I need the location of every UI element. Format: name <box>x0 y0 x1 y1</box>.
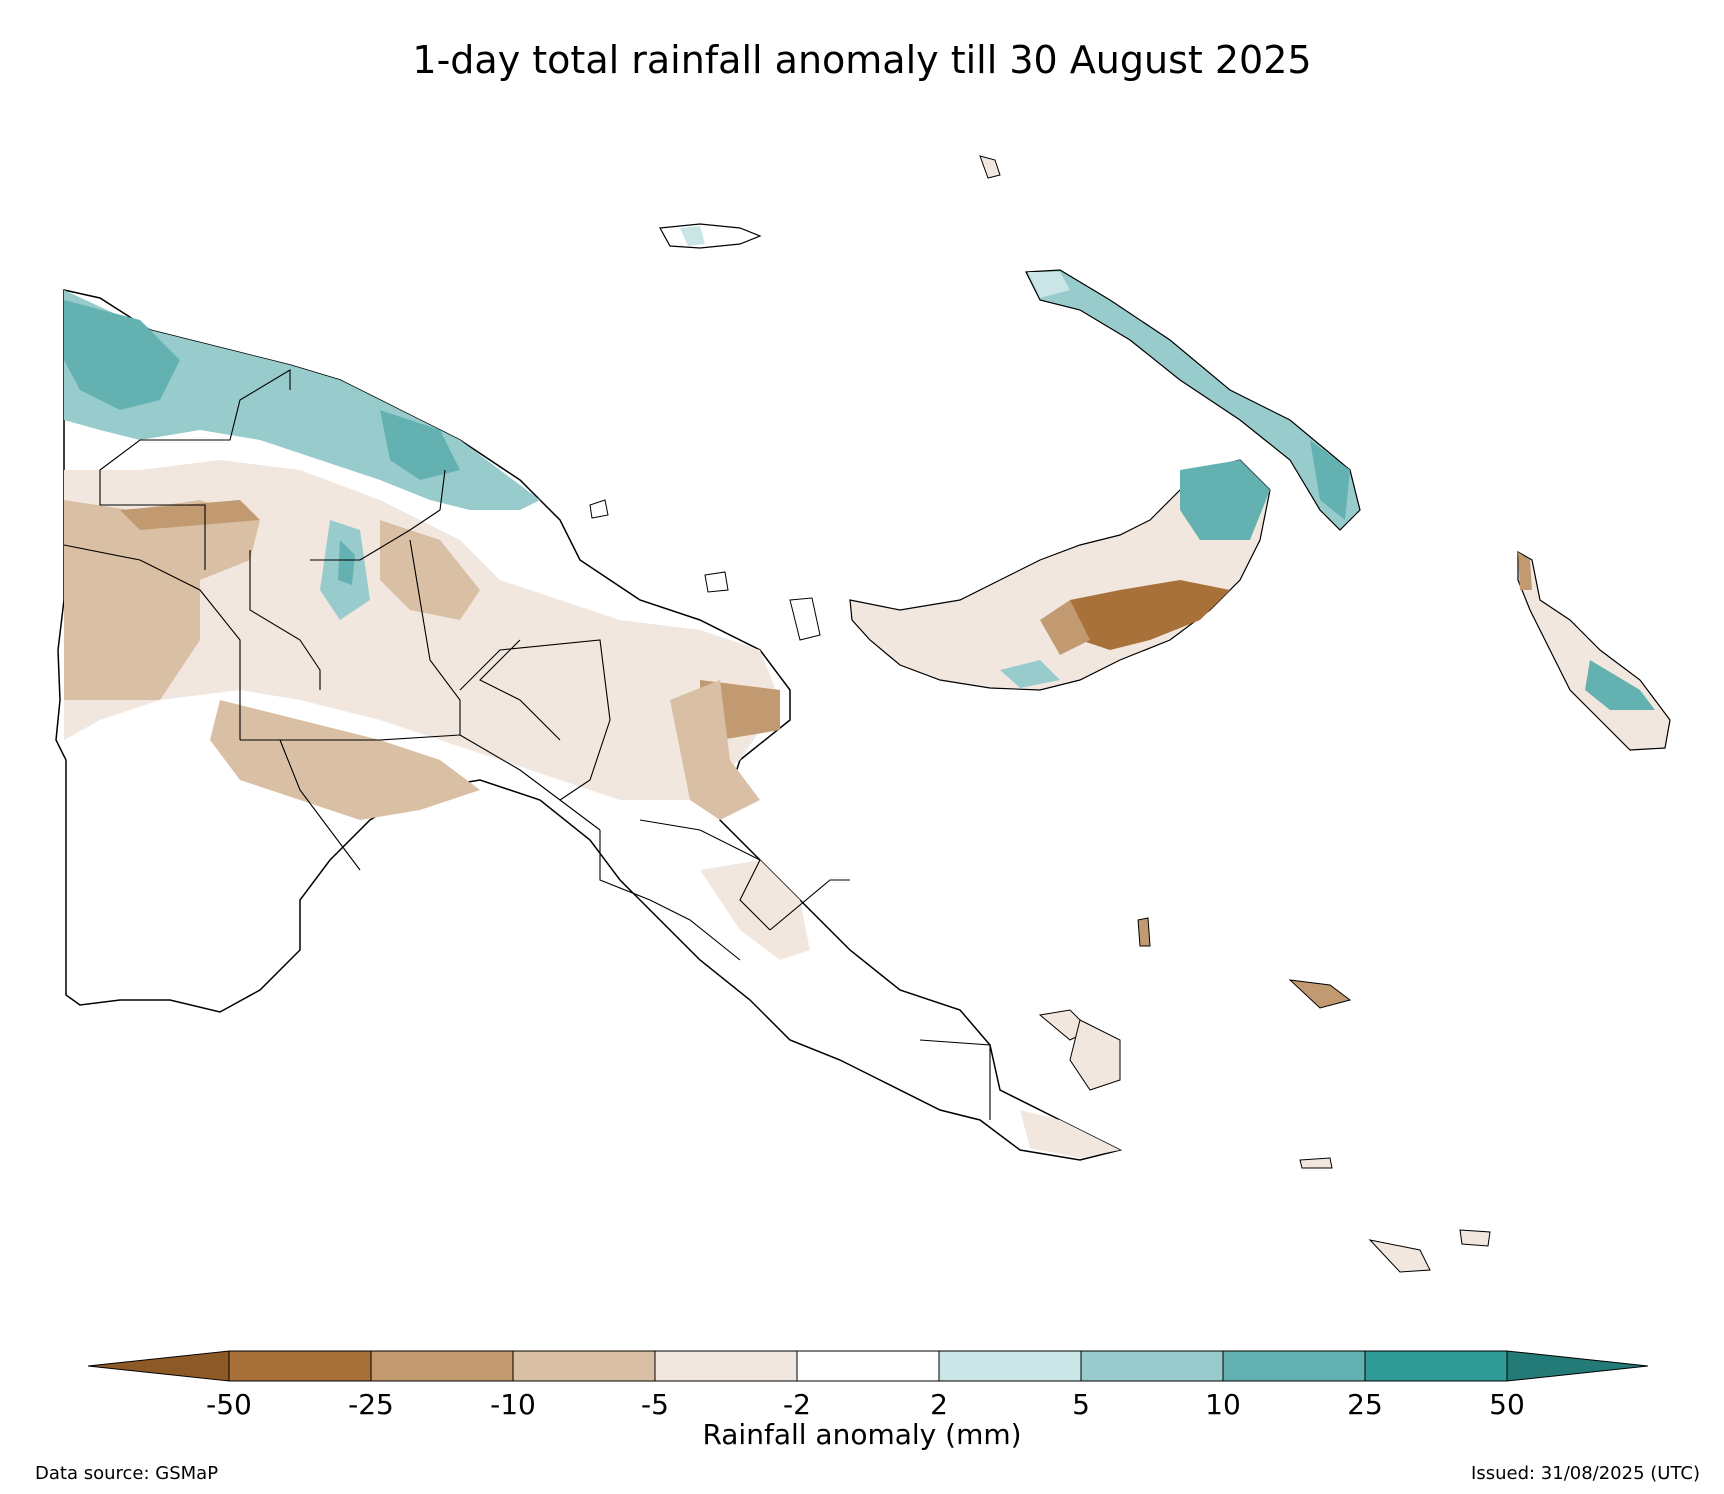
region-sepik-heavy-band <box>120 500 260 530</box>
new-britain <box>849 459 1271 691</box>
region-tip-light <box>1020 1110 1120 1158</box>
region-north-coast-heavy-2 <box>380 410 460 480</box>
region-sepik-medium <box>64 500 260 700</box>
issued-note: Issued: 31/08/2025 (UTC) <box>1471 1463 1700 1484</box>
region-southern-medium <box>210 700 480 820</box>
colorbar-tick-label: -5 <box>641 1388 669 1421</box>
manus-island <box>659 223 762 249</box>
colorbar-bin-8 <box>1364 1350 1508 1382</box>
colorbar-tick-label: 10 <box>1205 1388 1241 1421</box>
colorbar-bin-4 <box>796 1350 940 1382</box>
colorbar-bin-2 <box>512 1350 656 1382</box>
new-ireland <box>1025 269 1361 531</box>
colorbar-tick-label: 5 <box>1072 1388 1090 1421</box>
colorbar-tick-label: 25 <box>1347 1388 1383 1421</box>
map-title: 1-day total rainfall anomaly till 30 Aug… <box>412 38 1312 82</box>
colorbar-tick-label: -50 <box>206 1388 252 1421</box>
region-north-coast-heavy <box>64 300 180 410</box>
colorbar-extend-low <box>87 1350 230 1382</box>
colorbar-tick-label: -2 <box>783 1388 811 1421</box>
colorbar-bin-1 <box>370 1350 514 1382</box>
colorbar-tick-label: 50 <box>1489 1388 1525 1421</box>
colorbar-tick-label: -25 <box>348 1388 394 1421</box>
colorbar: -50 -25 -10 -5 -2 2 5 10 25 50 <box>87 1350 1649 1421</box>
region-center-wet-core <box>338 540 355 585</box>
colorbar-extend-high <box>1506 1350 1649 1382</box>
province-borders <box>63 369 991 1120</box>
colorbar-label: Rainfall anomaly (mm) <box>702 1418 1022 1451</box>
colorbar-bin-6 <box>1080 1350 1224 1382</box>
small-islands <box>589 155 1491 1273</box>
region-gulf-medium <box>380 520 480 620</box>
mainland <box>55 289 1123 1161</box>
colorbar-tick-label: 2 <box>930 1388 948 1421</box>
colorbar-bin-3 <box>654 1350 798 1382</box>
colorbar-bin-0 <box>228 1350 372 1382</box>
colorbar-bin-5 <box>938 1350 1082 1382</box>
colorbar-bin-7 <box>1222 1350 1366 1382</box>
region-southeast-light <box>700 860 810 960</box>
bougainville <box>1517 550 1671 751</box>
region-east-coast-medium <box>670 680 760 820</box>
data-source-note: Data source: GSMaP <box>35 1463 219 1484</box>
colorbar-tick-label: -10 <box>490 1388 536 1421</box>
